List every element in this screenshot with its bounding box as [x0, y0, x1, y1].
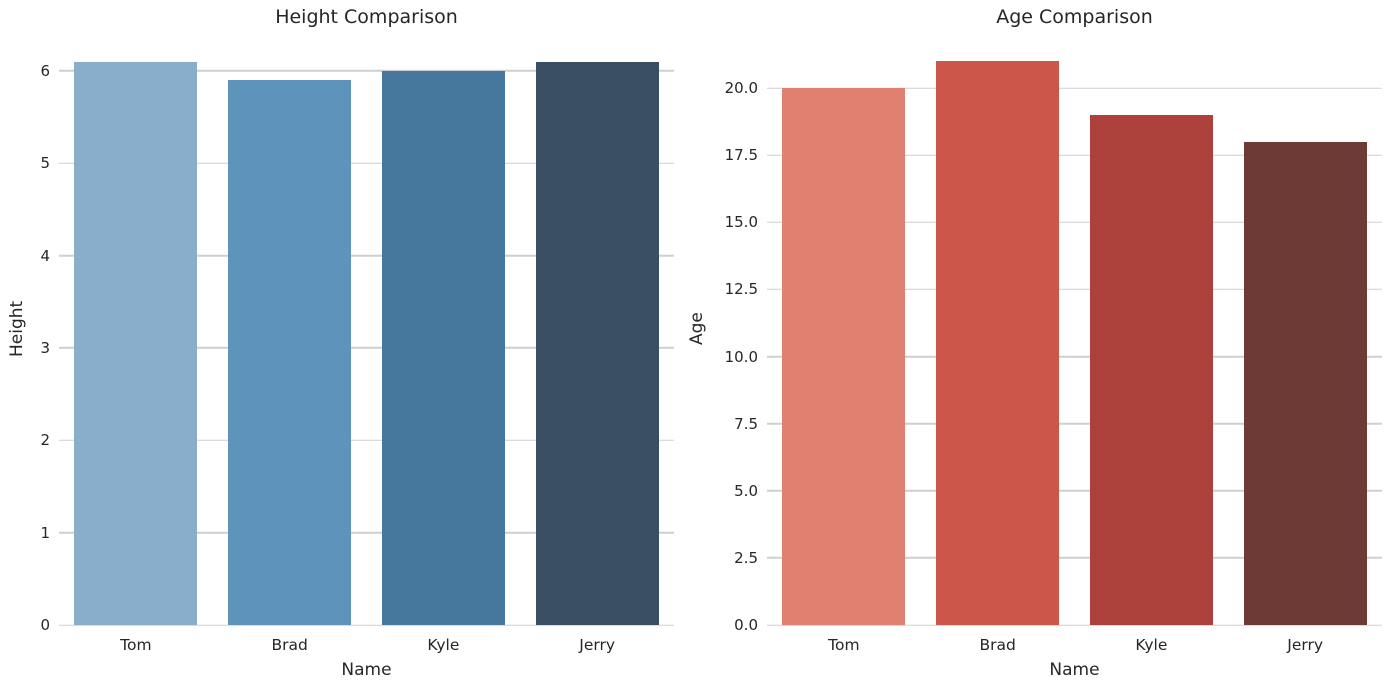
- y-tick-label-6: 6: [40, 61, 50, 80]
- y-tick-label-15.0: 15.0: [724, 213, 758, 232]
- x-tick-label-tom: Tom: [828, 636, 860, 654]
- bar-kyle: [1089, 114, 1213, 625]
- y-tick-label-20.0: 20.0: [724, 79, 758, 98]
- x-tick-label-jerry: Jerry: [1287, 636, 1324, 654]
- age-chart-ylabel: Age: [687, 312, 707, 346]
- gridline-6: [59, 70, 674, 72]
- y-tick-label-3: 3: [40, 338, 50, 357]
- gridline-5: [59, 162, 674, 164]
- y-tick-label-12.5: 12.5: [724, 280, 758, 299]
- height-chart-axes: Height Comparison Height Name 0 1 2 3 4 5 6 Tom…: [7, 6, 674, 680]
- y-tick-label-4: 4: [40, 246, 50, 265]
- age-chart-xlabel: Name: [1049, 660, 1100, 680]
- y-tick-label-5: 5: [40, 154, 50, 173]
- gridline-7.5: [767, 422, 1382, 425]
- gridline-3: [59, 347, 674, 349]
- x-tick-label-brad: Brad: [271, 636, 308, 654]
- gridline-17.5: [767, 154, 1382, 156]
- gridline-1: [59, 531, 674, 534]
- bar-brad: [228, 80, 352, 625]
- x-tick-label-jerry: Jerry: [579, 636, 616, 654]
- age-chart-axes: Age Comparison Age Name 0.0 2.5 5.0 7.5 10.0…: [687, 6, 1382, 680]
- gridline-0.0: [767, 624, 1382, 626]
- y-tick-label-17.5: 17.5: [724, 146, 758, 165]
- y-tick-label-7.5: 7.5: [734, 414, 758, 433]
- gridline-12.5: [767, 288, 1382, 291]
- x-tick-label-tom: Tom: [120, 636, 152, 654]
- gridline-2.5: [767, 557, 1382, 559]
- height-chart-title: Height Comparison: [275, 6, 458, 28]
- gridline-10.0: [767, 355, 1382, 358]
- gridline-20.0: [767, 87, 1382, 89]
- gridline-0: [59, 624, 674, 626]
- bar-brad: [936, 61, 1060, 625]
- y-tick-label-5.0: 5.0: [734, 481, 758, 500]
- y-tick-label-2.5: 2.5: [734, 548, 758, 567]
- y-tick-label-1: 1: [40, 523, 50, 542]
- gridline-15.0: [767, 221, 1382, 224]
- x-tick-label-brad: Brad: [979, 636, 1016, 654]
- bar-tom: [74, 61, 198, 625]
- bar-jerry: [1243, 141, 1367, 625]
- bar-tom: [782, 88, 906, 625]
- height-chart-ylabel: Height: [7, 300, 27, 358]
- y-tick-label-2: 2: [40, 431, 50, 450]
- bar-jerry: [535, 61, 659, 625]
- gridline-5.0: [767, 490, 1382, 492]
- y-tick-label-0: 0: [40, 616, 50, 634]
- y-tick-label-10.0: 10.0: [724, 347, 758, 366]
- age-chart-title: Age Comparison: [996, 6, 1153, 28]
- y-tick-label-0.0: 0.0: [734, 616, 758, 634]
- bar-kyle: [381, 70, 505, 625]
- gridline-2: [59, 439, 674, 442]
- gridline-4: [59, 254, 674, 257]
- x-tick-label-kyle: Kyle: [427, 636, 460, 654]
- height-chart-xlabel: Name: [341, 660, 392, 680]
- x-tick-label-kyle: Kyle: [1135, 636, 1168, 654]
